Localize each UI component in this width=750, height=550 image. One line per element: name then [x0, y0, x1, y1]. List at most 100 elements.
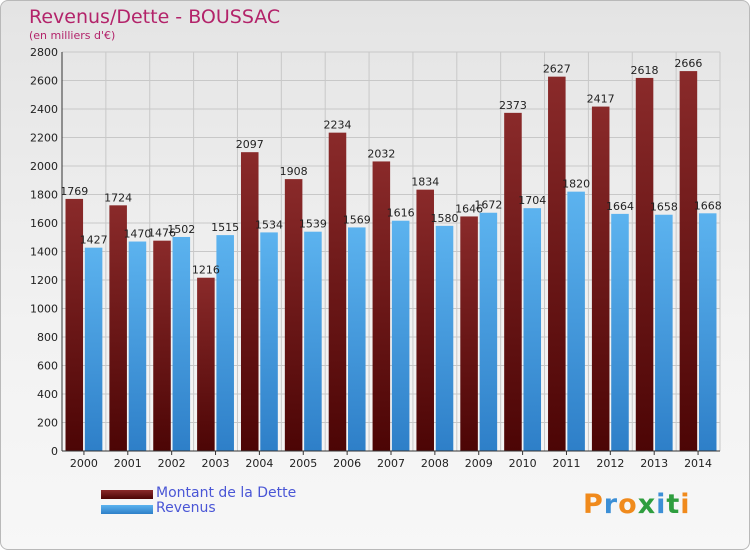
value-label-revenus-2005: 1539	[299, 218, 327, 231]
bar-dette-2003	[197, 277, 215, 451]
bar-revenus-2011	[567, 191, 585, 451]
y-tick-label: 200	[37, 417, 58, 430]
bar-dette-2001	[109, 205, 127, 451]
value-label-revenus-2007: 1616	[387, 207, 415, 220]
value-label-revenus-2008: 1580	[431, 212, 459, 225]
logo-letter: P	[583, 489, 604, 520]
value-label-dette-2012: 2417	[587, 93, 615, 106]
bar-dette-2014	[679, 71, 698, 451]
y-tick-label: 2000	[30, 160, 58, 173]
value-label-dette-2004: 2097	[236, 138, 264, 151]
value-label-dette-2002: 1476	[148, 227, 176, 240]
x-tick-label: 2003	[202, 457, 230, 470]
bar-dette-2007	[372, 161, 391, 451]
value-label-dette-2001: 1724	[104, 191, 132, 204]
value-label-revenus-2011: 1820	[562, 178, 590, 191]
x-tick-label: 2002	[158, 457, 186, 470]
legend-swatch-dette	[101, 490, 153, 499]
bar-dette-2012	[591, 106, 610, 451]
value-label-dette-2003: 1216	[192, 264, 220, 277]
value-label-revenus-2012: 1664	[606, 200, 634, 213]
y-tick-label: 2600	[30, 75, 58, 88]
bar-dette-2013	[635, 77, 654, 451]
x-tick-label: 2012	[596, 457, 624, 470]
bars	[65, 71, 717, 452]
x-tick-label: 2007	[377, 457, 405, 470]
value-label-revenus-2001: 1470	[123, 228, 151, 241]
y-tick-label: 400	[37, 388, 58, 401]
x-tick-label: 2008	[421, 457, 449, 470]
logo-letter: o	[618, 489, 638, 520]
legend-swatch-revenus	[101, 505, 153, 514]
x-tick-label: 2011	[552, 457, 580, 470]
value-label-dette-2009: 1646	[455, 202, 483, 215]
bar-revenus-2012	[611, 213, 629, 451]
bar-revenus-2002	[172, 236, 191, 451]
bar-dette-2005	[284, 179, 303, 452]
y-tick-label: 1200	[30, 274, 58, 287]
y-tick-label: 2400	[30, 103, 58, 116]
bar-revenus-2000	[84, 247, 103, 451]
bar-revenus-2008	[435, 225, 454, 451]
value-label-dette-2010: 2373	[499, 99, 527, 112]
value-label-dette-2013: 2618	[631, 64, 659, 77]
y-tick-label: 2800	[30, 46, 58, 59]
x-tick-label: 2004	[245, 457, 273, 470]
legend-label-revenus: Revenus	[156, 500, 216, 516]
value-label-dette-2011: 2627	[543, 63, 571, 76]
bar-revenus-2010	[523, 208, 542, 451]
value-label-revenus-2010: 1704	[518, 194, 546, 207]
bar-revenus-2014	[698, 213, 717, 451]
y-tick-label: 1000	[30, 303, 58, 316]
value-label-revenus-2002: 1502	[167, 223, 195, 236]
value-label-dette-2007: 2032	[367, 147, 395, 160]
value-label-dette-2014: 2666	[674, 57, 702, 70]
value-label-revenus-2009: 1672	[474, 199, 502, 212]
bar-revenus-2007	[391, 220, 410, 451]
logo-letter: i	[680, 489, 691, 520]
bar-dette-2010	[504, 112, 522, 451]
value-label-dette-2006: 2234	[323, 119, 351, 132]
legend-label-dette: Montant de la Dette	[156, 485, 297, 501]
x-tick-label: 2014	[684, 457, 712, 470]
value-label-dette-2008: 1834	[411, 176, 439, 189]
x-tick-label: 2010	[509, 457, 537, 470]
x-tick-label: 2006	[333, 457, 361, 470]
value-label-revenus-2003: 1515	[211, 221, 239, 234]
x-tick-label: 2005	[289, 457, 317, 470]
x-tick-label: 2009	[465, 457, 493, 470]
y-tick-label: 0	[51, 445, 58, 458]
chart-title: Revenus/Dette - BOUSSAC	[29, 6, 281, 28]
bar-dette-2004	[240, 152, 259, 452]
y-tick-label: 600	[37, 360, 58, 373]
value-label-revenus-2013: 1658	[650, 201, 678, 214]
y-tick-label: 1400	[30, 246, 58, 259]
value-label-dette-2005: 1908	[280, 165, 308, 178]
logo-letter: x	[637, 489, 657, 520]
bar-dette-2006	[328, 132, 347, 451]
y-tick-label: 1800	[30, 189, 58, 202]
y-tick-label: 1600	[30, 217, 58, 230]
value-label-dette-2000: 1769	[60, 185, 88, 198]
bar-dette-2008	[416, 189, 434, 451]
value-label-revenus-2014: 1668	[694, 199, 722, 212]
value-label-revenus-2000: 1427	[80, 234, 108, 247]
x-tick-label: 2000	[70, 457, 98, 470]
bar-revenus-2005	[304, 231, 322, 451]
bar-dette-2002	[153, 240, 171, 451]
logo-letter: i	[656, 489, 667, 520]
value-label-revenus-2004: 1534	[255, 218, 283, 231]
value-label-revenus-2006: 1569	[343, 213, 371, 226]
bar-dette-2009	[460, 216, 478, 451]
logo-letter: t	[666, 489, 681, 520]
bar-dette-2011	[548, 76, 566, 451]
bar-revenus-2013	[655, 214, 673, 451]
x-tick-label: 2001	[114, 457, 142, 470]
y-tick-label: 800	[37, 331, 58, 344]
bar-revenus-2009	[479, 212, 498, 451]
proxiti-logo: Proxiti	[583, 489, 691, 520]
logo-letter: r	[603, 489, 619, 520]
bar-revenus-2004	[260, 232, 278, 451]
